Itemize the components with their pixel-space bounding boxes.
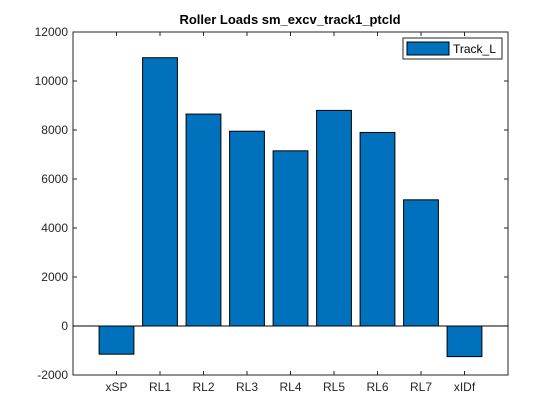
chart-title: Roller Loads sm_excv_track1_ptcld	[179, 12, 400, 27]
x-tick-label: xIDf	[454, 380, 476, 394]
y-tick-label: 8000	[41, 123, 68, 137]
bar-RL1	[142, 57, 178, 327]
y-axis: -2000 0 2000 4000 6000 8000 10000 12000	[35, 25, 508, 382]
x-tick-label: RL4	[279, 380, 301, 394]
y-tick-label: 2000	[41, 270, 68, 284]
x-tick-label: xSP	[105, 380, 127, 394]
x-tick-label: RL1	[149, 380, 171, 394]
y-tick-label: 10000	[35, 74, 69, 88]
bar-RL4	[272, 150, 309, 327]
bar-RL3	[229, 130, 265, 327]
y-tick-label: 6000	[41, 172, 68, 186]
y-tick-label: 12000	[35, 25, 69, 39]
legend: Track_L	[402, 37, 503, 60]
x-tick-label: RL2	[192, 380, 214, 394]
bar-RL7	[403, 199, 439, 327]
bar-RL5	[316, 109, 352, 327]
legend-swatch	[406, 41, 450, 56]
bar-series	[98, 57, 483, 358]
bar-RL6	[359, 131, 396, 327]
bar-xSP	[98, 325, 135, 355]
y-tick-label: -2000	[37, 368, 68, 382]
bar-RL2	[185, 113, 222, 327]
x-axis: xSP RL1 RL2 RL3 RL4 RL5 RL6 RL7 xIDf	[105, 32, 476, 394]
x-tick-label: RL3	[236, 380, 258, 394]
bar-xIDf	[446, 325, 483, 358]
x-tick-label: RL5	[323, 380, 345, 394]
y-tick-label: 4000	[41, 221, 68, 235]
legend-label: Track_L	[453, 42, 496, 56]
y-tick-label: 0	[61, 319, 68, 333]
x-tick-label: RL6	[366, 380, 388, 394]
x-tick-label: RL7	[410, 380, 432, 394]
